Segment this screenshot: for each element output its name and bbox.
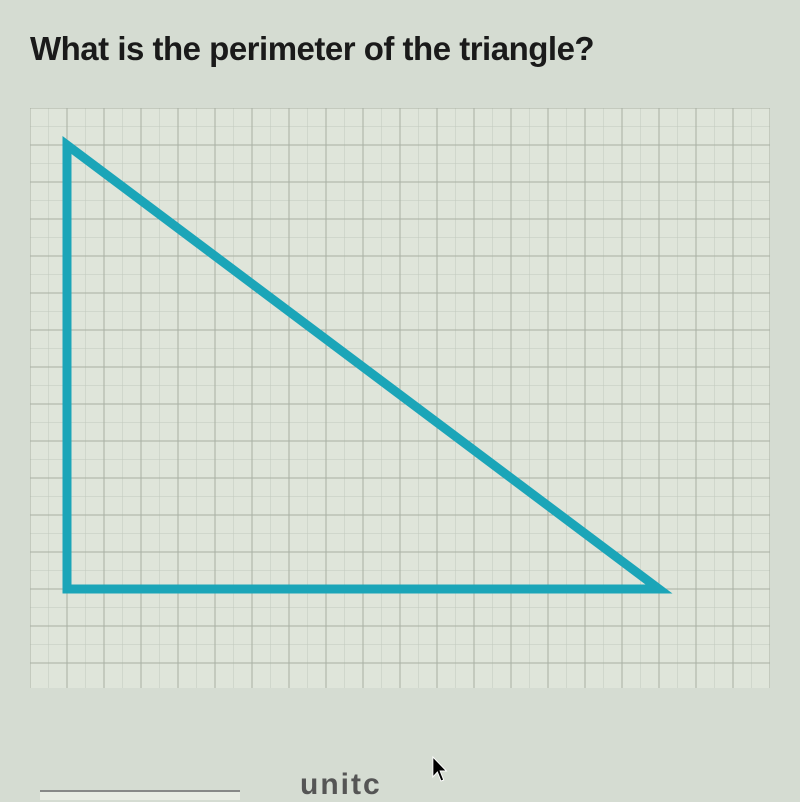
mouse-cursor-icon [431, 755, 451, 790]
question-text: What is the perimeter of the triangle? [30, 30, 770, 68]
units-label-partial: unitc [300, 768, 382, 802]
grid-svg [30, 108, 770, 688]
grid-diagram [30, 108, 770, 688]
answer-input-partial[interactable] [40, 790, 240, 800]
